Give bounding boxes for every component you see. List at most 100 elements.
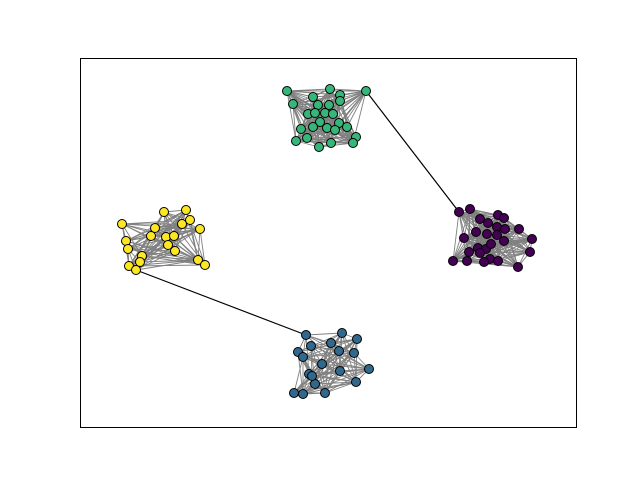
edge-yellow bbox=[135, 259, 199, 271]
node-purple bbox=[486, 239, 496, 249]
node-green bbox=[308, 92, 318, 102]
node-green bbox=[325, 84, 335, 94]
edge-blue bbox=[314, 381, 357, 385]
node-green bbox=[302, 133, 312, 143]
node-purple bbox=[479, 257, 489, 267]
node-green bbox=[335, 96, 345, 106]
bridge-edge bbox=[135, 269, 307, 336]
node-green bbox=[361, 86, 371, 96]
node-green bbox=[282, 86, 292, 96]
node-blue bbox=[289, 388, 299, 398]
node-purple bbox=[454, 207, 464, 217]
node-yellow bbox=[200, 260, 210, 270]
node-yellow bbox=[131, 265, 141, 275]
node-yellow bbox=[195, 224, 205, 234]
node-yellow bbox=[150, 223, 160, 233]
node-blue bbox=[364, 364, 374, 374]
node-purple bbox=[462, 256, 472, 266]
node-purple bbox=[514, 224, 524, 234]
edge-yellow bbox=[199, 228, 206, 266]
nodes-layer bbox=[117, 84, 537, 399]
edge-purple bbox=[452, 211, 460, 262]
edge-green bbox=[300, 128, 354, 144]
edge-blue bbox=[293, 356, 304, 394]
edge-yellow bbox=[125, 227, 156, 242]
edge-blue bbox=[338, 350, 370, 370]
node-green bbox=[315, 117, 325, 127]
edge-yellow bbox=[127, 244, 169, 250]
node-purple bbox=[482, 229, 492, 239]
edge-blue bbox=[305, 332, 343, 336]
node-purple bbox=[499, 213, 509, 223]
edge-purple bbox=[452, 231, 477, 262]
edge-blue bbox=[302, 352, 355, 358]
node-purple bbox=[465, 204, 475, 214]
edge-yellow bbox=[189, 219, 199, 261]
node-green bbox=[310, 108, 320, 118]
edge-blue bbox=[321, 363, 370, 370]
node-purple bbox=[475, 248, 485, 258]
edge-purple bbox=[503, 217, 531, 253]
edge-yellow bbox=[141, 255, 199, 261]
node-green bbox=[296, 124, 306, 134]
edge-yellow bbox=[197, 228, 201, 261]
node-blue bbox=[335, 366, 345, 376]
node-green bbox=[326, 138, 336, 148]
node-purple bbox=[527, 234, 537, 244]
node-blue bbox=[301, 330, 311, 340]
edge-yellow bbox=[174, 219, 191, 252]
edge-green bbox=[306, 136, 357, 139]
edge-blue bbox=[302, 356, 370, 370]
node-blue bbox=[351, 377, 361, 387]
node-purple bbox=[471, 227, 481, 237]
edge-yellow bbox=[135, 250, 176, 271]
edge-blue bbox=[355, 338, 358, 383]
edge-yellow bbox=[141, 250, 176, 257]
node-blue bbox=[326, 338, 336, 348]
edge-green bbox=[318, 142, 354, 148]
edge-green bbox=[329, 88, 367, 92]
node-purple bbox=[464, 247, 474, 257]
node-purple bbox=[448, 256, 458, 266]
edge-green bbox=[295, 127, 328, 142]
node-purple bbox=[500, 224, 510, 234]
edge-green bbox=[286, 90, 297, 142]
node-green bbox=[308, 122, 318, 132]
edge-yellow bbox=[163, 211, 176, 252]
bridge-edges-layer bbox=[135, 90, 460, 336]
edge-blue bbox=[314, 368, 370, 385]
edge-blue bbox=[302, 332, 343, 358]
node-blue bbox=[298, 352, 308, 362]
edge-blue bbox=[310, 345, 357, 383]
edge-yellow bbox=[165, 236, 199, 261]
edge-blue bbox=[311, 338, 358, 377]
edge-yellow bbox=[154, 227, 201, 230]
node-yellow bbox=[170, 246, 180, 256]
node-purple bbox=[513, 262, 523, 272]
node-purple bbox=[459, 233, 469, 243]
node-yellow bbox=[135, 257, 145, 267]
node-purple bbox=[493, 256, 503, 266]
node-yellow bbox=[159, 207, 169, 217]
node-yellow bbox=[163, 240, 173, 250]
node-purple bbox=[492, 230, 502, 240]
edge-blue bbox=[302, 356, 357, 383]
node-green bbox=[324, 100, 334, 110]
node-green bbox=[291, 136, 301, 146]
edge-yellow bbox=[139, 259, 199, 263]
edge-green bbox=[292, 103, 297, 142]
node-green bbox=[330, 125, 340, 135]
edge-green bbox=[329, 88, 357, 138]
node-blue bbox=[298, 389, 308, 399]
node-yellow bbox=[181, 205, 191, 215]
edge-blue bbox=[310, 345, 326, 394]
edge-blue bbox=[302, 381, 357, 395]
node-blue bbox=[306, 341, 316, 351]
edge-green bbox=[286, 88, 331, 92]
edge-blue bbox=[324, 381, 357, 394]
node-purple bbox=[499, 236, 509, 246]
node-purple bbox=[525, 247, 535, 257]
node-green bbox=[314, 142, 324, 152]
